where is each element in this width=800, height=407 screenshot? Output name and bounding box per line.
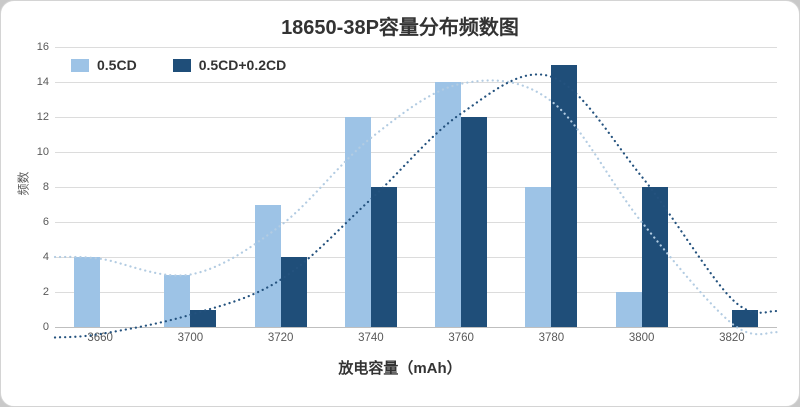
x-tick-label: 3720 [267,332,294,344]
gridline [55,222,777,223]
x-tick-label: 3800 [628,332,655,344]
y-tick-label: 0 [42,321,49,333]
legend: 0.5CD 0.5CD+0.2CD [71,57,286,73]
gridline [55,82,777,83]
trend-curves [53,73,779,339]
bar-0.5CD+0.2CD-3720 [280,257,307,327]
x-tick-label: 3820 [719,332,745,344]
x-tick-label: 3660 [87,332,113,344]
bar-0.5CD+0.2CD-3800 [641,187,668,327]
legend-item-0.5CD: 0.5CD [71,57,137,73]
bar-0.5CD-3800 [615,292,642,327]
legend-swatch [172,58,191,72]
bar-0.5CD+0.2CD-3820 [731,309,758,327]
bar-0.5CD-3700 [164,274,191,327]
y-tick-label: 8 [42,181,49,193]
legend-item-0.5CD+0.2CD: 0.5CD+0.2CD [172,57,287,73]
bar-0.5CD+0.2CD-3760 [461,117,488,327]
plot-area: 0.5CD 0.5CD+0.2CD [53,47,779,339]
bar-0.5CD+0.2CD-3700 [190,309,217,327]
gridline [55,152,777,153]
gridline [55,117,777,118]
trend-curve-0.5CD+0.2CD [53,73,779,339]
x-tick-label: 3700 [177,332,204,344]
gridline [55,187,777,188]
gridline [55,257,777,258]
bar-0.5CD+0.2CD-3740 [370,187,397,327]
gridline [55,47,777,48]
y-tick-label: 4 [42,251,49,263]
x-tick-label: 3760 [448,332,474,344]
bar-0.5CD-3720 [254,204,281,327]
legend-label: 0.5CD [97,57,137,73]
gridline [55,292,777,293]
x-axis-ticks: 3660 3700 3720 3740 3760 3780 3800 3820 [55,332,777,348]
bar-0.5CD+0.2CD-3780 [551,64,578,327]
bar-0.5CD-3780 [525,187,552,327]
y-axis-ticks: 0 2 4 6 8 10 12 14 16 [23,41,49,333]
bar-0.5CD-3740 [344,117,371,327]
legend-label: 0.5CD+0.2CD [198,57,287,73]
x-tick-label: 3780 [538,332,565,344]
y-tick-label: 16 [36,41,49,53]
gridline [55,327,777,328]
x-tick-label: 3740 [358,332,384,344]
legend-swatch [71,58,89,72]
x-axis-title: 放电容量（mAh） [338,360,462,377]
y-tick-label: 6 [42,216,49,228]
bar-0.5CD-3660 [74,257,101,327]
chart-title: 18650-38P容量分布频数图 [281,17,519,39]
y-tick-label: 2 [42,286,49,298]
y-tick-label: 14 [36,76,49,88]
trend-curve-0.5CD [53,79,779,336]
y-tick-label: 10 [36,146,49,158]
y-tick-label: 12 [36,111,49,123]
